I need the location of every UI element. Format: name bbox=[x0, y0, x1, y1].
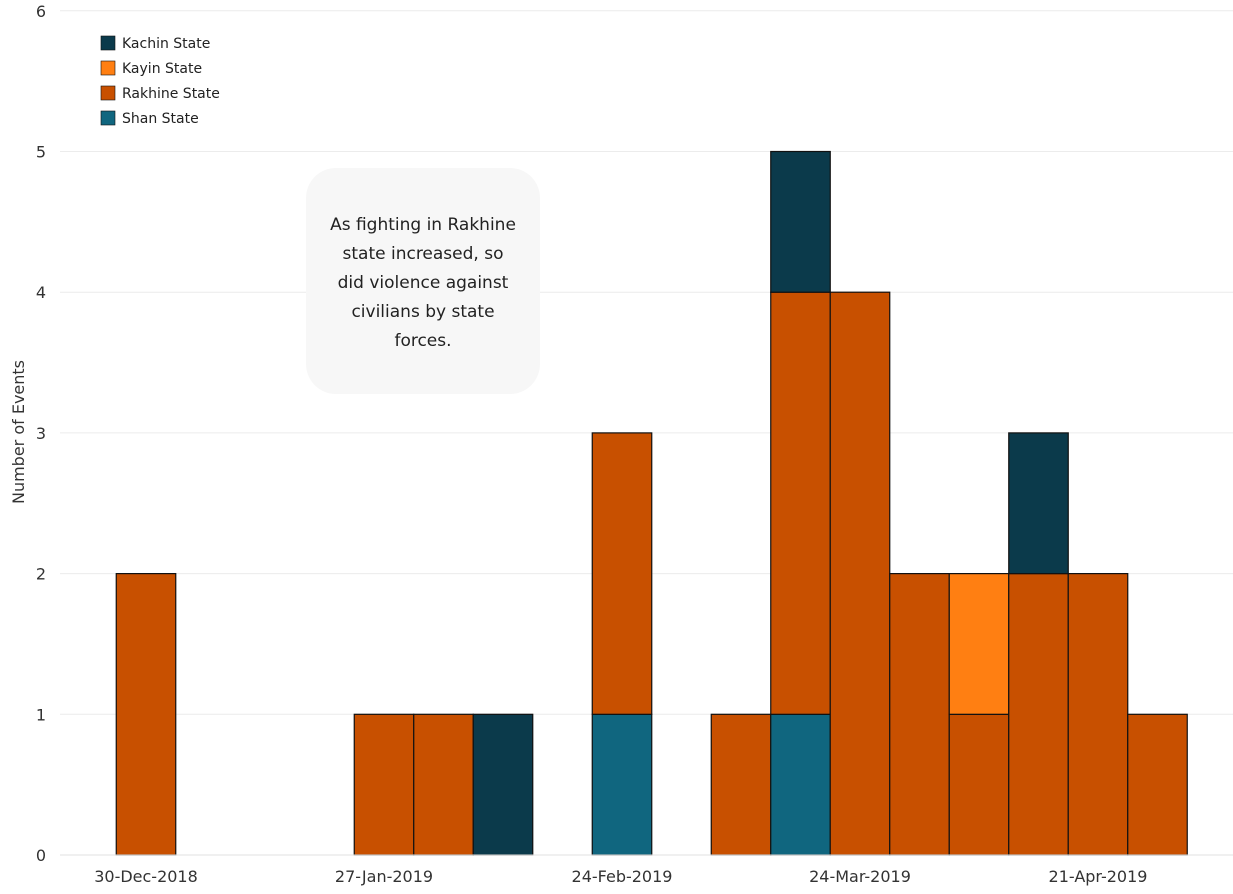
bar-rakhine-state-7-apr-2019[interactable] bbox=[948, 713, 1010, 856]
bar-rakhine-state-14-apr-2019[interactable] bbox=[1008, 572, 1069, 856]
bar-rakhine-state-24-feb-2019[interactable] bbox=[591, 432, 653, 715]
annotation-line: civilians by state bbox=[351, 302, 494, 322]
legend-swatch-shan-state bbox=[100, 110, 116, 126]
bar-rakhine-state-17-mar-2019[interactable] bbox=[770, 291, 831, 715]
y-tick-label: 4 bbox=[36, 283, 46, 302]
bar-shan-state-17-mar-2019[interactable] bbox=[770, 713, 831, 856]
bar-kachin-state-10-feb-2019[interactable] bbox=[472, 713, 534, 856]
legend-label-kachin-state: Kachin State bbox=[122, 36, 210, 52]
y-tick-label: 0 bbox=[36, 846, 46, 865]
bar-rakhine-state-30-dec-2018[interactable] bbox=[115, 572, 177, 856]
annotation-text: As fighting in Rakhine state increased, s… bbox=[330, 215, 516, 351]
legend-swatch-rakhine-state bbox=[100, 85, 116, 101]
y-tick-label: 5 bbox=[36, 143, 46, 162]
x-tick-label: 21-Apr-2019 bbox=[1049, 867, 1148, 886]
annotation-line: did violence against bbox=[338, 273, 509, 293]
bar-rakhine-state-27-jan-2019[interactable] bbox=[353, 713, 415, 856]
bar-kachin-state-14-apr-2019[interactable] bbox=[1008, 432, 1069, 575]
annotation-line: state increased, so bbox=[343, 244, 504, 264]
y-axis-title: Number of Events bbox=[9, 360, 28, 504]
legend-swatch-kachin-state bbox=[100, 35, 116, 51]
bar-rakhine-state-24-mar-2019[interactable] bbox=[829, 291, 891, 856]
annotation-line: forces. bbox=[394, 331, 451, 351]
x-tick-label: 24-Feb-2019 bbox=[572, 867, 673, 886]
bar-rakhine-state-21-apr-2019[interactable] bbox=[1067, 572, 1129, 856]
annotation-box bbox=[306, 168, 540, 394]
legend-label-shan-state: Shan State bbox=[122, 111, 199, 127]
bar-shan-state-24-feb-2019[interactable] bbox=[591, 713, 653, 856]
y-tick-label: 2 bbox=[36, 565, 46, 584]
bar-kayin-state-7-apr-2019[interactable] bbox=[948, 572, 1010, 715]
bars bbox=[115, 150, 1188, 856]
axes: 0 1 2 3 4 5 6 30-Dec-2018 27-Jan-2019 24-Feb-2019… bbox=[36, 2, 1233, 886]
legend-swatch-kayin-state bbox=[100, 60, 116, 76]
annotation-line: As fighting in Rakhine bbox=[330, 215, 516, 235]
bar-rakhine-state-10-mar-2019[interactable] bbox=[710, 713, 772, 856]
bar-rakhine-state-28-apr-2019[interactable] bbox=[1127, 713, 1188, 856]
x-tick-label: 27-Jan-2019 bbox=[335, 867, 433, 886]
legend: Kachin State Kayin State Rakhine State Shan… bbox=[100, 35, 220, 127]
y-tick-label: 3 bbox=[36, 424, 46, 443]
y-tick-label: 1 bbox=[36, 705, 46, 724]
bar-kachin-state-17-mar-2019[interactable] bbox=[770, 150, 831, 293]
legend-label-kayin-state: Kayin State bbox=[122, 61, 202, 77]
annotation-callout: As fighting in Rakhine state increased, s… bbox=[306, 168, 540, 394]
y-tick-label: 6 bbox=[36, 2, 46, 21]
x-tick-label: 24-Mar-2019 bbox=[809, 867, 911, 886]
x-tick-label: 30-Dec-2018 bbox=[94, 867, 198, 886]
bar-rakhine-state-3-feb-2019[interactable] bbox=[413, 713, 474, 856]
legend-label-rakhine-state: Rakhine State bbox=[122, 86, 220, 102]
bar-rakhine-state-31-mar-2019[interactable] bbox=[889, 572, 950, 856]
